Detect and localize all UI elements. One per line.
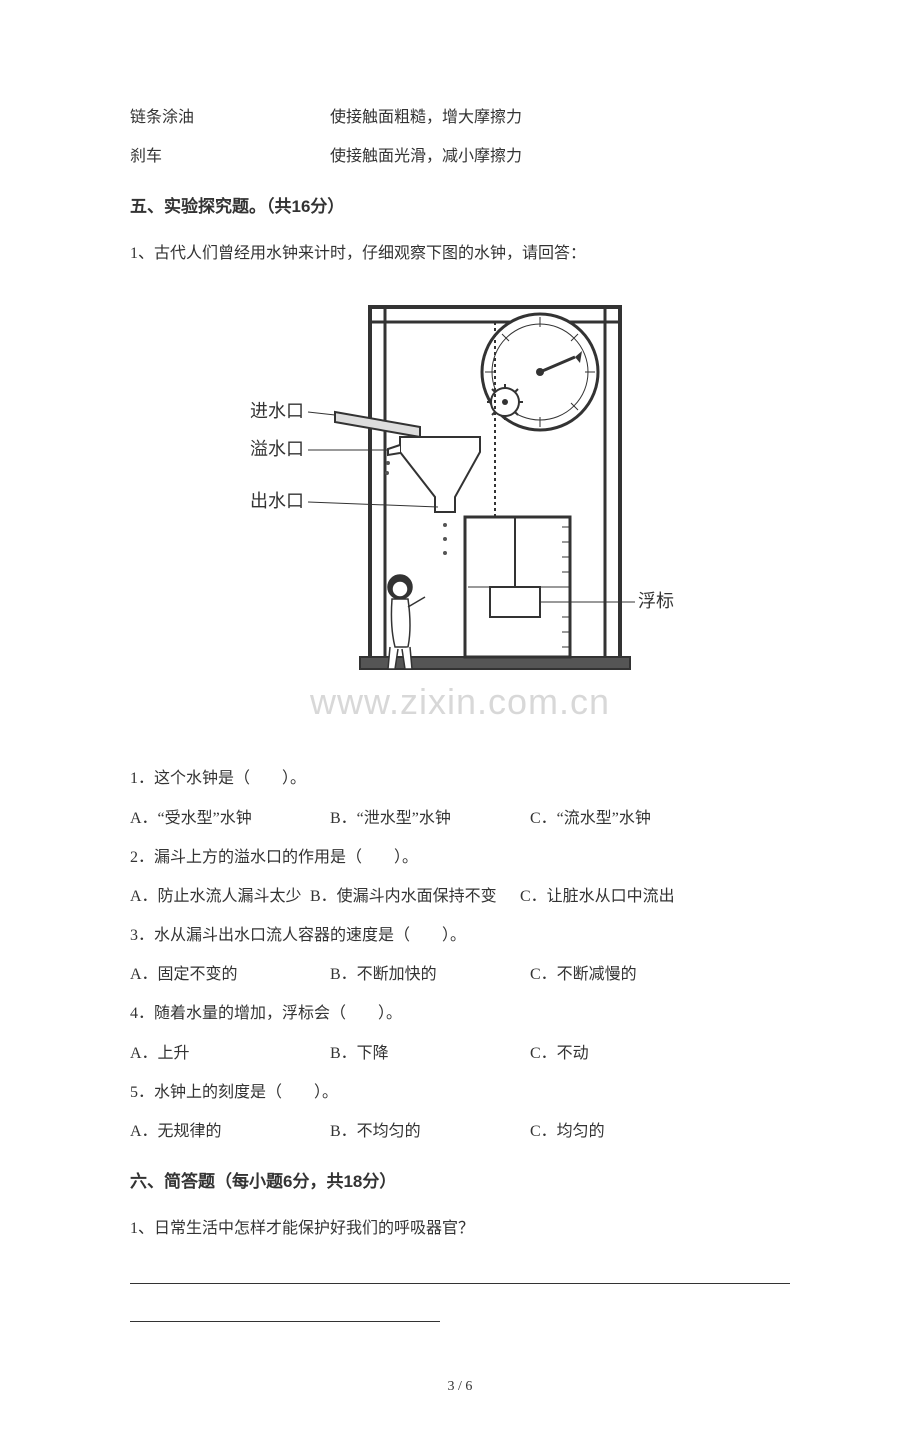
options-row: A．无规律的 B．不均匀的 C．均匀的	[130, 1114, 790, 1149]
inlet-label: 进水口	[250, 401, 304, 421]
option-a: A．固定不变的	[130, 957, 330, 992]
overflow-label: 溢水口	[250, 439, 304, 459]
sub-question-2: 2．漏斗上方的溢水口的作用是（ ）。 A．防止水流人漏斗太少 B．使漏斗内水面保…	[130, 840, 790, 914]
answer-blank-line	[130, 1292, 440, 1322]
option-c: C．不断减慢的	[530, 957, 790, 992]
float-label: 浮标	[638, 591, 674, 611]
sub-question-1: 1．这个水钟是（ ）。 A．“受水型”水钟 B．“泄水型”水钟 C．“流水型”水…	[130, 761, 790, 835]
option-a: A．无规律的	[130, 1114, 330, 1149]
options-row: A．“受水型”水钟 B．“泄水型”水钟 C．“流水型”水钟	[130, 801, 790, 836]
option-c: C．让脏水从口中流出	[520, 879, 790, 914]
section-6-title: 六、简答题（每小题6分，共18分）	[130, 1163, 790, 1200]
option-b: B．“泄水型”水钟	[330, 801, 530, 836]
outlet-label: 出水口	[250, 491, 304, 511]
option-a: A．上升	[130, 1036, 330, 1071]
option-c: C．不动	[530, 1036, 790, 1071]
question-text: 3．水从漏斗出水口流人容器的速度是（ ）。	[130, 918, 790, 953]
matching-left-label: 链条涂油	[130, 100, 330, 135]
matching-block: 链条涂油 使接触面粗糙，增大摩擦力 刹车 使接触面光滑，减小摩擦力	[130, 100, 790, 174]
water-clock-svg: 进水口 溢水口 出水口 浮标	[240, 287, 680, 687]
option-b: B．不均匀的	[330, 1114, 530, 1149]
sub-question-4: 4．随着水量的增加，浮标会（ ）。 A．上升 B．下降 C．不动	[130, 996, 790, 1070]
option-c: C．“流水型”水钟	[530, 801, 790, 836]
question-text: 4．随着水量的增加，浮标会（ ）。	[130, 996, 790, 1031]
option-b: B．下降	[330, 1036, 530, 1071]
matching-left-label: 刹车	[130, 139, 330, 174]
page-number: 3 / 6	[130, 1372, 790, 1403]
question-text: 2．漏斗上方的溢水口的作用是（ ）。	[130, 840, 790, 875]
matching-row: 刹车 使接触面光滑，减小摩擦力	[130, 139, 790, 174]
question-text: 5．水钟上的刻度是（ ）。	[130, 1075, 790, 1110]
options-row: A．上升 B．下降 C．不动	[130, 1036, 790, 1071]
matching-row: 链条涂油 使接触面粗糙，增大摩擦力	[130, 100, 790, 135]
option-a: A．“受水型”水钟	[130, 801, 330, 836]
options-row: A．防止水流人漏斗太少 B．使漏斗内水面保持不变 C．让脏水从口中流出	[130, 879, 790, 914]
short-answer-q1: 1、日常生活中怎样才能保护好我们的呼吸器官？	[130, 1211, 790, 1246]
option-b: B．不断加快的	[330, 957, 530, 992]
water-clock-diagram: 进水口 溢水口 出水口 浮标	[130, 287, 790, 700]
answer-blank-line	[130, 1254, 790, 1284]
options-row: A．固定不变的 B．不断加快的 C．不断减慢的	[130, 957, 790, 992]
matching-right-label: 使接触面光滑，减小摩擦力	[330, 139, 790, 174]
option-b: B．使漏斗内水面保持不变	[310, 879, 520, 914]
option-c: C．均匀的	[530, 1114, 790, 1149]
matching-right-label: 使接触面粗糙，增大摩擦力	[330, 100, 790, 135]
sub-question-3: 3．水从漏斗出水口流人容器的速度是（ ）。 A．固定不变的 B．不断加快的 C．…	[130, 918, 790, 992]
sub-question-5: 5．水钟上的刻度是（ ）。 A．无规律的 B．不均匀的 C．均匀的	[130, 1075, 790, 1149]
section-5-title: 五、实验探究题。（共16分）	[130, 188, 790, 225]
question-intro: 1、古代人们曾经用水钟来计时，仔细观察下图的水钟，请回答：	[130, 236, 790, 271]
option-a: A．防止水流人漏斗太少	[130, 879, 310, 914]
question-text: 1．这个水钟是（ ）。	[130, 761, 790, 796]
